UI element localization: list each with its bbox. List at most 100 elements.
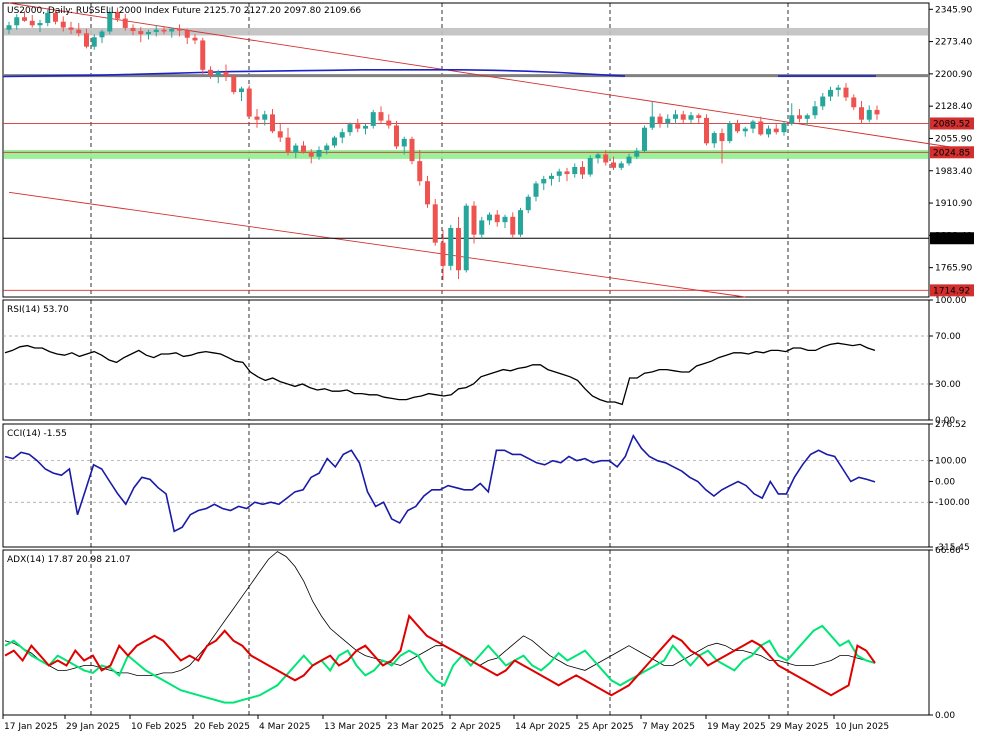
candle-body <box>572 166 578 175</box>
candle-body <box>130 27 136 32</box>
candle-body <box>587 158 593 175</box>
candle-body <box>750 121 756 129</box>
time-axis-label: 20 Feb 2025 <box>194 722 250 732</box>
candle-body <box>239 88 244 93</box>
price-tick-label: 2128.40 <box>935 102 972 112</box>
candle-body <box>394 125 399 147</box>
time-axis-label: 29 May 2025 <box>770 722 829 732</box>
candle-body <box>704 117 709 144</box>
candle-body <box>843 87 849 98</box>
candle-body <box>262 114 268 120</box>
candle-body <box>618 163 624 168</box>
price-label-text: 2089.52 <box>933 119 970 129</box>
candle-body <box>510 216 516 235</box>
candle-body <box>525 196 531 211</box>
candle-body <box>339 132 345 138</box>
time-axis-label: 2 Apr 2025 <box>451 722 501 732</box>
candle-body <box>6 25 12 30</box>
candle-body <box>758 121 764 135</box>
candle-body <box>324 145 330 150</box>
price-label-box <box>930 284 974 297</box>
price-label-text: 1831.89 <box>933 234 970 244</box>
candle-body <box>107 11 113 32</box>
candle-body <box>665 118 671 124</box>
candle-body <box>417 161 423 182</box>
candle-body <box>308 151 314 157</box>
cci-tick-label: 100.00 <box>935 457 967 467</box>
time-axis-label: 19 May 2025 <box>707 722 766 732</box>
candle-body <box>649 116 655 128</box>
time-axis-label: 4 Mar 2025 <box>259 722 310 732</box>
time-axis-label: 7 May 2025 <box>642 722 695 732</box>
cci-tick-label: -315.45 <box>935 543 970 553</box>
candle-body <box>215 72 221 76</box>
price-label-box <box>930 146 974 159</box>
candle-body <box>502 216 508 223</box>
candle-body <box>696 115 702 118</box>
cci-title: CCI(14) -1.55 <box>7 429 67 439</box>
candle-body <box>773 128 779 133</box>
candle-body <box>347 124 353 133</box>
rsi-tick-label: 100.00 <box>935 296 967 306</box>
rsi-tick-label: 30.00 <box>935 380 961 390</box>
candle-body <box>60 21 66 28</box>
candle-body <box>401 138 407 147</box>
candle-body <box>828 89 833 97</box>
rsi-tick-label: 70.00 <box>935 332 961 342</box>
candle-body <box>184 30 190 38</box>
candle-body <box>564 171 570 175</box>
candle-body <box>518 210 523 235</box>
price-tick-label: 1765.90 <box>935 264 972 274</box>
candle-body <box>432 204 438 243</box>
candle-body <box>200 40 206 70</box>
candle-body <box>301 145 306 152</box>
price-tick-label: 2273.40 <box>935 38 972 48</box>
adx-tick-label: 66.66 <box>935 546 961 556</box>
candle-body <box>68 27 74 30</box>
candle-body <box>29 20 35 26</box>
candle-body <box>835 87 841 90</box>
rsi-title: RSI(14) 53.70 <box>7 305 69 315</box>
candle-body <box>804 115 810 119</box>
lower-channel-line <box>8 191 746 298</box>
time-axis-label: 23 Mar 2025 <box>387 722 444 732</box>
price-tick-label: 1983.40 <box>935 167 972 177</box>
candle-body <box>680 114 686 120</box>
candle-body <box>603 154 609 163</box>
candle-body <box>781 123 787 133</box>
candle-body <box>634 150 640 157</box>
ma-curve <box>2 69 626 78</box>
time-axis-label: 13 Mar 2025 <box>324 722 381 732</box>
candle-body <box>386 120 392 126</box>
candle-body <box>533 183 539 197</box>
candle-body <box>789 115 795 124</box>
candle-body <box>874 109 880 115</box>
adx-series-di <box>4 613 876 697</box>
candle-body <box>448 227 454 266</box>
candle-body <box>285 137 291 153</box>
candle-body <box>332 137 337 146</box>
candle-body <box>549 175 554 179</box>
candle-body <box>223 72 229 77</box>
candle-body <box>727 123 733 142</box>
candle-body <box>866 109 872 120</box>
rsi-tick-label: 0.00 <box>935 416 955 426</box>
candle-body <box>657 116 663 124</box>
candle-body <box>363 125 368 129</box>
candle-body <box>556 171 562 176</box>
candle-body <box>425 181 430 205</box>
candle-body <box>820 96 826 107</box>
candle-body <box>254 116 260 120</box>
cci-series <box>4 433 876 533</box>
time-axis-label: 29 Jan 2025 <box>66 722 120 732</box>
candle-body <box>146 31 151 35</box>
candle-body <box>14 17 20 26</box>
chart-header-title: US2000, Daily: RUSSELL 2000 Index Future… <box>7 6 361 16</box>
adx-title: ADX(14) 17.87 20.98 21.07 <box>7 555 131 565</box>
candle-body <box>471 205 477 235</box>
price-label-box <box>930 232 974 245</box>
candle-body <box>487 214 492 221</box>
candle-body <box>45 12 51 24</box>
